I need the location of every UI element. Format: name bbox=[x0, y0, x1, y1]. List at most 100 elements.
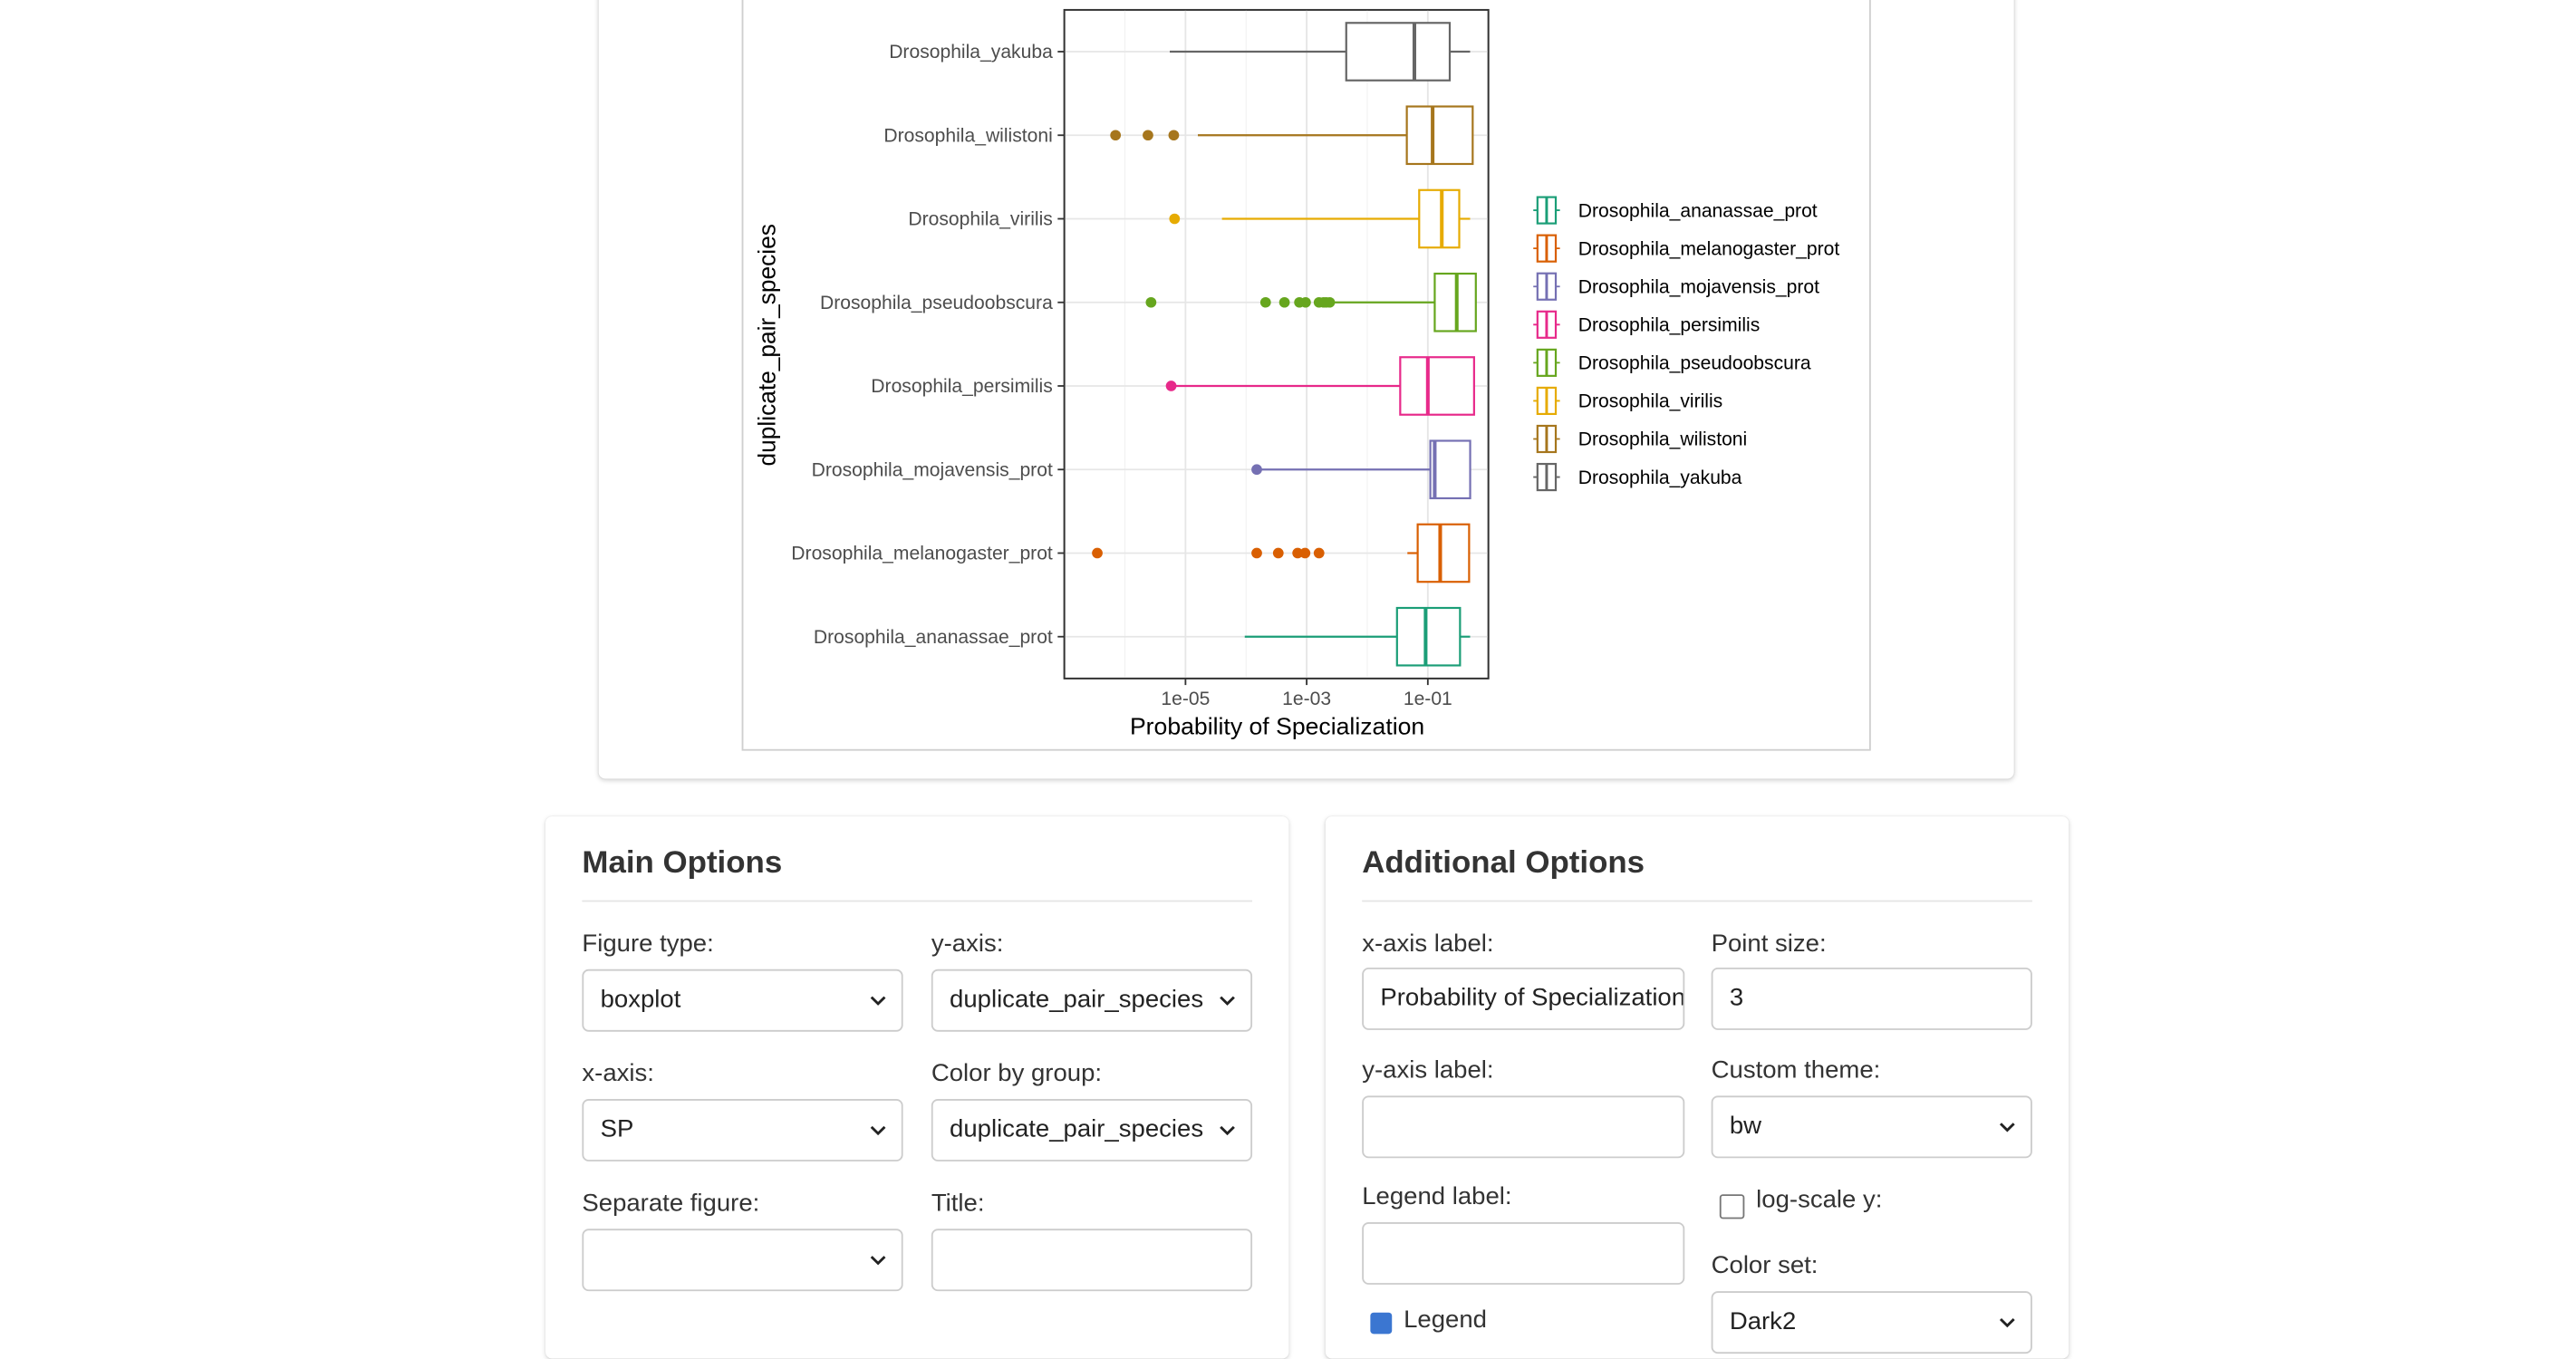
legend-label: Drosophila_yakuba bbox=[1578, 467, 1742, 488]
legend-label: Drosophila_mojavensis_prot bbox=[1578, 277, 1819, 298]
point-size-input[interactable]: 3 bbox=[1711, 967, 2032, 1030]
box-iqr bbox=[1405, 105, 1474, 166]
outlier-point bbox=[1110, 130, 1122, 141]
y-axis-select[interactable]: duplicate_pair_species bbox=[931, 969, 1253, 1032]
outlier-point bbox=[1313, 547, 1325, 559]
outlier-point bbox=[1168, 130, 1180, 141]
legend-item: Drosophila_yakuba bbox=[1533, 462, 1742, 492]
chevron-down-icon bbox=[1220, 996, 1235, 1006]
x-axis-select[interactable]: SP bbox=[582, 1099, 903, 1161]
x-axis-label: x-axis: bbox=[582, 1059, 654, 1088]
color-by-group-value: duplicate_pair_species bbox=[950, 1115, 1204, 1143]
log-scale-y-checkbox[interactable] bbox=[1719, 1194, 1745, 1219]
y-tick-label: Drosophila_persimilis bbox=[871, 376, 1052, 397]
x-axis-label-label: x-axis label: bbox=[1362, 930, 1494, 959]
figure-type-value: boxplot bbox=[600, 985, 681, 1014]
outlier-point bbox=[1169, 213, 1181, 225]
y-tick-labels: Drosophila_yakuba Drosophila_wilistoni Dro… bbox=[791, 42, 1065, 648]
y-tick-label: Drosophila_virilis bbox=[908, 209, 1052, 230]
outlier-point bbox=[1165, 381, 1177, 391]
legend-item: Drosophila_melanogaster_prot bbox=[1533, 234, 1840, 263]
chevron-down-icon bbox=[1220, 1125, 1235, 1136]
chevron-down-icon bbox=[1999, 1123, 2015, 1132]
box-drosophila_virilis bbox=[1169, 188, 1471, 249]
plot-panel-border bbox=[1063, 8, 1490, 680]
legend-item: Drosophila_virilis bbox=[1533, 386, 1722, 416]
legend-toggle-checkbox[interactable] bbox=[1370, 1312, 1393, 1335]
additional-options-panel: Additional Options x-axis label: Probabi… bbox=[1325, 816, 2069, 1359]
box-iqr bbox=[1429, 439, 1471, 500]
outlier-point bbox=[1092, 547, 1103, 559]
outlier-point bbox=[1324, 296, 1336, 308]
figure-type-select[interactable]: boxplot bbox=[582, 969, 903, 1032]
y-tick-label: Drosophila_yakuba bbox=[889, 42, 1053, 63]
x-axis-label-value: Probability of Specialization bbox=[1380, 984, 1685, 1012]
x-axis-title: Probability of Specialization bbox=[1130, 713, 1424, 740]
custom-theme-label: Custom theme: bbox=[1711, 1055, 1881, 1084]
y-tick-label: Drosophila_mojavensis_prot bbox=[812, 460, 1053, 481]
y-axis-label-input[interactable] bbox=[1362, 1095, 1685, 1159]
color-set-label: Color set: bbox=[1711, 1251, 1819, 1280]
outlier-point bbox=[1145, 296, 1157, 308]
custom-theme-value: bw bbox=[1729, 1112, 1762, 1141]
legend-label: Drosophila_pseudoobscura bbox=[1578, 353, 1811, 374]
box-drosophila_ananassae_prot bbox=[1244, 606, 1471, 667]
box-iqr bbox=[1399, 356, 1475, 416]
divider bbox=[1362, 900, 2032, 902]
x-tick-labels: 1e-05 1e-03 1e-01 bbox=[1161, 678, 1452, 709]
legend-label: Drosophila_wilistoni bbox=[1578, 429, 1747, 450]
chevron-down-icon bbox=[870, 996, 886, 1006]
legend-item: Drosophila_persimilis bbox=[1533, 310, 1760, 339]
point-size-value: 3 bbox=[1729, 984, 1744, 1012]
x-tick-label: 1e-05 bbox=[1161, 689, 1210, 709]
y-axis-label: y-axis: bbox=[931, 930, 1004, 959]
chevron-down-icon bbox=[870, 1256, 886, 1266]
box-drosophila_melanogaster_prot bbox=[1092, 523, 1471, 583]
chevron-down-icon bbox=[1999, 1317, 2015, 1328]
outlier-point bbox=[1292, 547, 1304, 559]
legend: Drosophila_ananassae_prot Drosophila_mela… bbox=[1533, 196, 1840, 492]
y-tick-label: Drosophila_melanogaster_prot bbox=[791, 544, 1053, 564]
box-drosophila_yakuba bbox=[1170, 22, 1471, 82]
color-set-value: Dark2 bbox=[1729, 1307, 1797, 1336]
title-input[interactable] bbox=[931, 1229, 1253, 1292]
color-by-group-select[interactable]: duplicate_pair_species bbox=[931, 1099, 1253, 1161]
legend-label: Drosophila_melanogaster_prot bbox=[1578, 239, 1840, 260]
point-size-label: Point size: bbox=[1711, 930, 1827, 959]
x-axis-value: SP bbox=[600, 1115, 634, 1143]
color-set-select[interactable]: Dark2 bbox=[1711, 1291, 2032, 1354]
legend-label-input[interactable] bbox=[1362, 1222, 1685, 1285]
legend-label: Drosophila_persimilis bbox=[1578, 315, 1760, 336]
legend-toggle-label: Legend bbox=[1404, 1306, 1487, 1335]
additional-options-heading: Additional Options bbox=[1362, 845, 1645, 881]
main-options-panel: Main Options Figure type: boxplot y-axis… bbox=[545, 816, 1289, 1359]
y-tick-label: Drosophila_wilistoni bbox=[883, 126, 1052, 147]
outlier-point bbox=[1143, 130, 1153, 141]
box-drosophila_pseudoobscura bbox=[1145, 272, 1477, 333]
box-iqr bbox=[1395, 606, 1462, 667]
chevron-down-icon bbox=[870, 1125, 886, 1136]
separate-figure-select[interactable] bbox=[582, 1229, 903, 1292]
outlier-point bbox=[1299, 547, 1311, 559]
legend-label: Drosophila_virilis bbox=[1578, 391, 1722, 412]
x-axis-label-input[interactable]: Probability of Specialization bbox=[1362, 967, 1685, 1030]
y-axis-label-label: y-axis label: bbox=[1362, 1055, 1494, 1084]
custom-theme-select[interactable]: bw bbox=[1711, 1095, 2032, 1159]
box-iqr bbox=[1345, 22, 1452, 82]
y-axis-title: duplicate_pair_species bbox=[753, 224, 780, 466]
box-drosophila_wilistoni bbox=[1110, 105, 1474, 166]
y-axis-value: duplicate_pair_species bbox=[950, 985, 1204, 1014]
boxplot-chart: Drosophila_yakubaDrosophila_wilistoniDro… bbox=[753, 8, 1840, 740]
x-tick-label: 1e-01 bbox=[1404, 689, 1452, 709]
divider bbox=[582, 900, 1253, 902]
legend-item: Drosophila_mojavensis_prot bbox=[1533, 272, 1819, 301]
outlier-point bbox=[1272, 547, 1284, 559]
legend-item: Drosophila_pseudoobscura bbox=[1533, 348, 1811, 377]
outlier-point bbox=[1251, 547, 1262, 559]
box-drosophila_mojavensis_prot bbox=[1251, 439, 1471, 500]
box-series bbox=[1092, 22, 1477, 667]
outlier-point bbox=[1259, 296, 1271, 308]
legend-item: Drosophila_ananassae_prot bbox=[1533, 196, 1818, 225]
separate-figure-label: Separate figure: bbox=[582, 1189, 760, 1218]
y-tick-label: Drosophila_ananassae_prot bbox=[814, 627, 1053, 648]
